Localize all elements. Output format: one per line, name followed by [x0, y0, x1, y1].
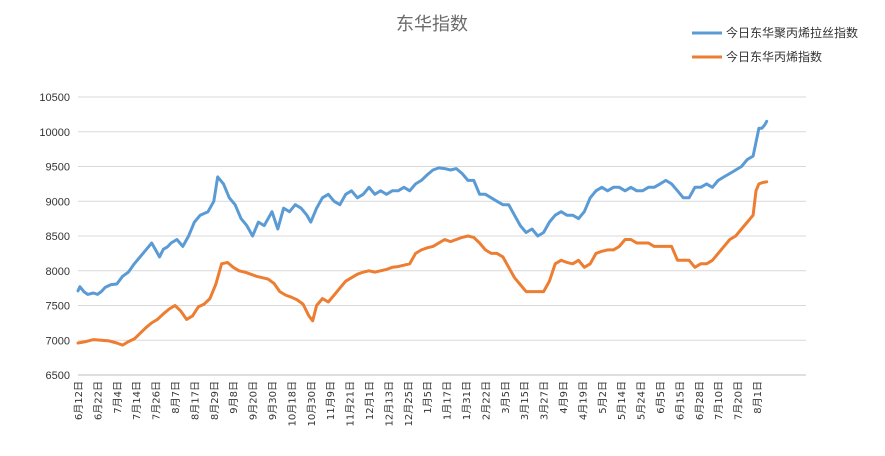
x-tick-label: 7月20日 [733, 381, 745, 420]
y-tick-label: 9500 [46, 162, 70, 174]
x-tick-label: 9月8日 [228, 381, 240, 414]
x-tick-label: 9月20日 [248, 381, 260, 420]
x-tick-label: 7月26日 [151, 381, 163, 420]
x-tick-label: 10月18日 [286, 381, 298, 426]
y-tick-label: 9000 [46, 196, 70, 208]
series-line-1 [76, 180, 769, 347]
x-tick-label: 12月1日 [364, 381, 376, 420]
y-tick-label: 7500 [46, 301, 70, 313]
x-tick-label: 12月13日 [383, 381, 395, 426]
x-tick-label: 8月1日 [752, 381, 764, 414]
y-tick-label: 7000 [46, 335, 70, 347]
x-tick-label: 4月19日 [577, 381, 589, 420]
x-tick-label: 7月10日 [713, 381, 725, 420]
x-tick-label: 5月14日 [616, 381, 628, 420]
series-line-0 [76, 119, 769, 296]
y-tick-label: 6500 [46, 370, 70, 382]
x-tick-label: 7月14日 [131, 381, 143, 420]
x-tick-label: 3月27日 [539, 381, 551, 420]
y-tick-label: 8000 [46, 266, 70, 278]
y-axis-ticks: 6500 7000 7500 8000 8500 9000 9500 10000 10500 [39, 92, 70, 382]
x-tick-label: 12月25日 [403, 381, 415, 426]
x-tick-label: 3月15日 [519, 381, 531, 420]
y-tick-label: 10500 [39, 92, 70, 104]
x-tick-label: 1月5日 [422, 381, 434, 414]
y-tick-label: 10000 [39, 127, 70, 139]
x-tick-label: 2月22日 [480, 381, 492, 420]
x-tick-label: 7月4日 [112, 381, 124, 414]
x-tick-label: 5月24日 [636, 381, 648, 420]
y-tick-label: 8500 [46, 231, 70, 243]
x-tick-label: 6月22日 [92, 381, 104, 420]
x-tick-label: 8月17日 [189, 381, 201, 420]
x-tick-label: 6月15日 [674, 381, 686, 420]
legend-label-series-0: 今日东华聚丙烯拉丝指数 [726, 25, 858, 40]
x-tick-label: 4月9日 [558, 381, 570, 414]
x-tick-label: 9月30日 [267, 381, 279, 420]
x-tick-label: 1月17日 [442, 381, 454, 420]
x-tick-label: 8月7日 [170, 381, 182, 414]
series-lines [76, 119, 769, 347]
x-tick-label: 6月28日 [694, 381, 706, 420]
chart-title: 东华指数 [396, 14, 468, 35]
x-tick-label: 10月30日 [306, 381, 318, 426]
x-tick-label: 8月29日 [209, 381, 221, 420]
legend-label-series-1: 今日东华丙烯指数 [726, 49, 822, 64]
x-tick-label: 6月12日 [73, 381, 85, 420]
legend: 今日东华聚丙烯拉丝指数 今日东华丙烯指数 [692, 25, 858, 64]
x-tick-label: 3月5日 [500, 381, 512, 414]
x-axis-ticks: 6月12日 6月22日 7月4日 7月14日 7月26日 8月7日 8月17日 8月29日 9月… [73, 381, 764, 426]
x-tick-label: 11月21日 [345, 381, 357, 426]
x-tick-label: 11月9日 [325, 381, 337, 420]
x-tick-label: 5月2日 [597, 381, 609, 414]
x-tick-label: 1月31日 [461, 381, 473, 420]
x-tick-label: 6月5日 [655, 381, 667, 414]
